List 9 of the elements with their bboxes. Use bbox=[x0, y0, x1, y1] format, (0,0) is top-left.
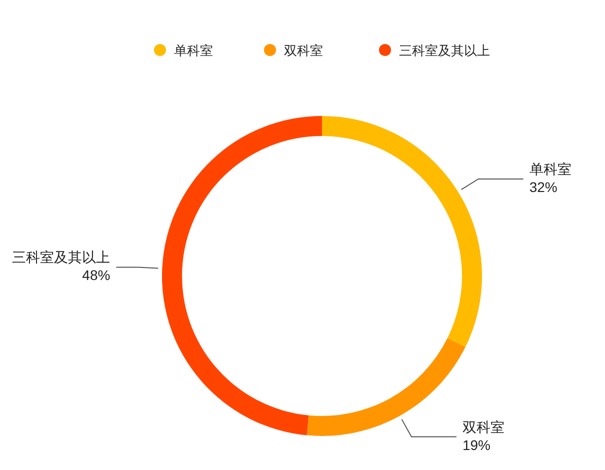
data-label: 48% bbox=[82, 267, 110, 284]
slice-label: 单科室 bbox=[529, 160, 572, 177]
slice-label: 双科室 bbox=[462, 418, 504, 435]
legend-label: 单科室 bbox=[174, 43, 213, 58]
slice-label: 三科室及其以上 bbox=[12, 249, 110, 266]
data-label: 19% bbox=[462, 436, 490, 453]
data-label: 32% bbox=[529, 178, 558, 195]
legend-label: 双科室 bbox=[284, 43, 323, 58]
legend-label: 三科室及其以上 bbox=[399, 43, 490, 58]
